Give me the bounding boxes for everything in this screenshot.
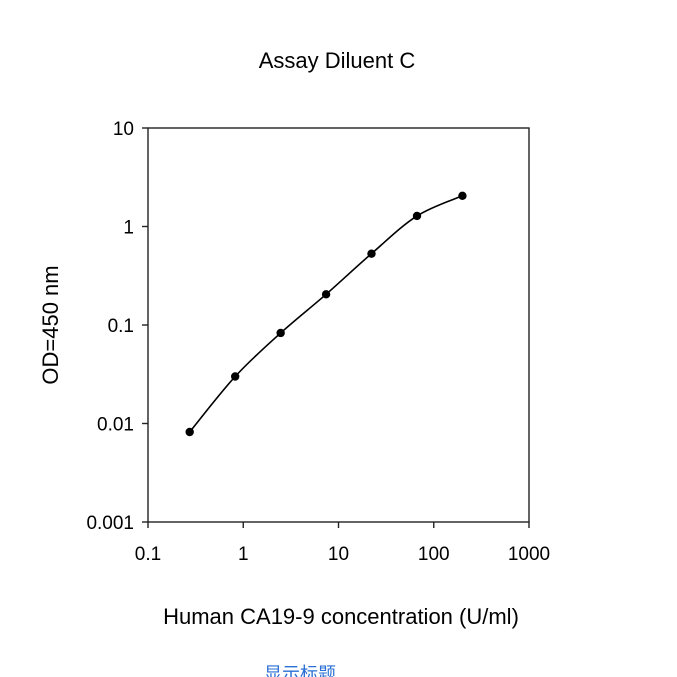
fit-curve — [189, 195, 463, 433]
y-tick-label: 0.001 — [86, 513, 134, 534]
data-point — [230, 372, 240, 381]
y-axis-label: OD=450 nm — [38, 265, 63, 384]
data-point — [367, 249, 376, 258]
data-point — [276, 328, 285, 338]
x-tick-label: 0.1 — [135, 544, 161, 565]
data-point — [321, 290, 331, 299]
data-point — [458, 191, 467, 200]
y-tick-label: 0.1 — [108, 316, 134, 337]
plot-frame — [147, 127, 530, 523]
y-tick-label: 10 — [113, 119, 134, 140]
y-axis-ticks: 0.001 0.01 0.1 1 10 — [86, 119, 148, 534]
x-tick-label: 1 — [238, 544, 249, 565]
x-axis-ticks: 0.1 1 10 100 1000 — [135, 522, 550, 565]
y-tick-label: 1 — [123, 218, 134, 239]
x-axis-label: Human CA19-9 concentration (U/ml) — [163, 604, 519, 629]
x-tick-label: 100 — [418, 544, 450, 565]
y-tick-label: 0.01 — [97, 415, 134, 436]
data-point — [412, 211, 422, 221]
data-points — [185, 191, 467, 437]
x-tick-label: 10 — [328, 544, 349, 565]
show-title-link[interactable]: 显示标题 — [264, 664, 336, 677]
chart-title: Assay Diluent C — [259, 48, 416, 73]
x-tick-label: 1000 — [508, 544, 550, 565]
data-point — [185, 427, 194, 437]
